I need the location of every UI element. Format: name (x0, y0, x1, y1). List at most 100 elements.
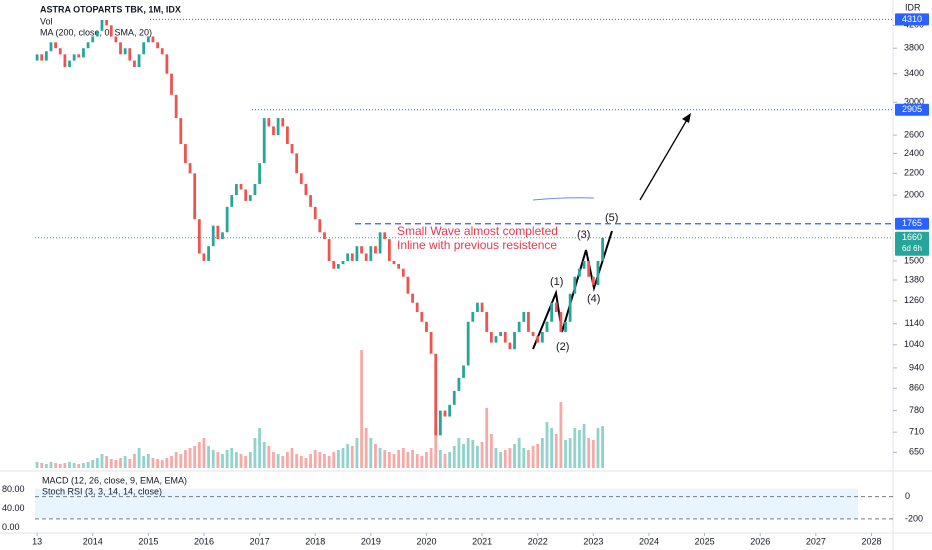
candle (91, 36, 95, 43)
price-label: 4310 (902, 14, 922, 24)
candle (253, 183, 257, 196)
x-tick-label: 2020 (416, 536, 436, 546)
candle (123, 48, 127, 55)
volume-bar (448, 452, 452, 468)
candle (429, 331, 433, 354)
volume-bar (281, 456, 285, 468)
volume-bar (230, 448, 234, 468)
price-label: 1765 (902, 218, 922, 228)
volume-bar (411, 450, 414, 468)
candle (202, 253, 206, 261)
volume-bar (327, 456, 331, 468)
volume-bar (545, 422, 549, 468)
candle (230, 195, 234, 207)
candle (119, 42, 122, 55)
volume-bar (119, 458, 122, 468)
y-tick-label: 2400 (904, 148, 924, 158)
candle (170, 73, 173, 95)
y-tick-label: 1500 (904, 255, 924, 265)
arrow-head (682, 113, 691, 123)
x-tick-label: 2025 (695, 536, 715, 546)
volume-bar (276, 454, 280, 468)
candle (369, 246, 373, 261)
candle (327, 239, 331, 261)
candle (489, 331, 493, 343)
volume-bar (420, 456, 424, 468)
volume-bar (443, 454, 447, 468)
volume-bar (540, 438, 544, 468)
candle (476, 302, 479, 313)
candle (133, 60, 136, 68)
price-label-bg (895, 231, 929, 256)
volume-bar (216, 452, 220, 468)
volume-bar (151, 458, 155, 468)
volume-bar (503, 450, 507, 468)
volume-bar (40, 463, 44, 468)
candle (44, 51, 48, 61)
candle (601, 237, 604, 261)
volume-bar (471, 440, 475, 468)
y-tick-label: 2000 (904, 189, 924, 199)
candle (494, 336, 498, 343)
candle (174, 94, 178, 119)
volume-bar (304, 458, 308, 468)
candle (267, 118, 271, 127)
volume-bar (160, 460, 164, 468)
y-tick-label: 2200 (904, 168, 924, 178)
candle (550, 302, 554, 322)
y-tick-label: 1140 (905, 318, 924, 328)
volume-bar (44, 464, 48, 468)
candle (411, 293, 414, 303)
candle (596, 260, 600, 286)
volume-bar (221, 454, 224, 468)
candle (239, 183, 243, 190)
volume-bar (513, 444, 516, 468)
candle (425, 321, 428, 332)
price-label-bg (895, 103, 929, 116)
candle (531, 331, 535, 337)
volume-bar (332, 452, 336, 468)
volume-bar (582, 424, 586, 468)
volume-bar (54, 463, 58, 468)
y-tick-label: 1260 (904, 295, 924, 305)
candle (438, 410, 442, 436)
volume-bar (211, 450, 215, 468)
x-tick-label: 2018 (305, 536, 325, 546)
volume-bar (559, 402, 563, 468)
candle (392, 260, 396, 265)
candle (346, 253, 350, 261)
x-tick-label: 2027 (806, 536, 826, 546)
x-tick-label: 2019 (361, 536, 381, 546)
candle (471, 312, 475, 322)
volume-bar (591, 440, 595, 468)
candle (378, 232, 382, 254)
candle (397, 264, 401, 269)
candle (109, 25, 113, 37)
candle (197, 219, 201, 254)
candle (443, 410, 447, 417)
candle (360, 246, 363, 254)
lower-y2-tick-label: -200 (905, 513, 923, 523)
volume-bar (457, 438, 461, 468)
candle (350, 253, 354, 261)
volume-bar (527, 450, 530, 468)
volume-bar (554, 434, 558, 468)
volume-bar (174, 452, 178, 468)
volume-bar (272, 452, 275, 468)
candle (401, 268, 405, 277)
annotation: Small Wave almost completed (397, 224, 558, 238)
currency: IDR (905, 2, 921, 12)
volume-bar (378, 448, 382, 468)
volume-bar (415, 454, 419, 468)
candle (184, 144, 187, 164)
candle (573, 276, 577, 294)
candle (95, 30, 99, 37)
y-tick-label: 2600 (904, 129, 924, 139)
volume-bar (369, 438, 373, 468)
volume-label: Vol (40, 16, 53, 26)
volume-bar (397, 450, 401, 468)
volume-bar (489, 434, 493, 468)
candle (309, 195, 312, 207)
candle (364, 253, 368, 261)
